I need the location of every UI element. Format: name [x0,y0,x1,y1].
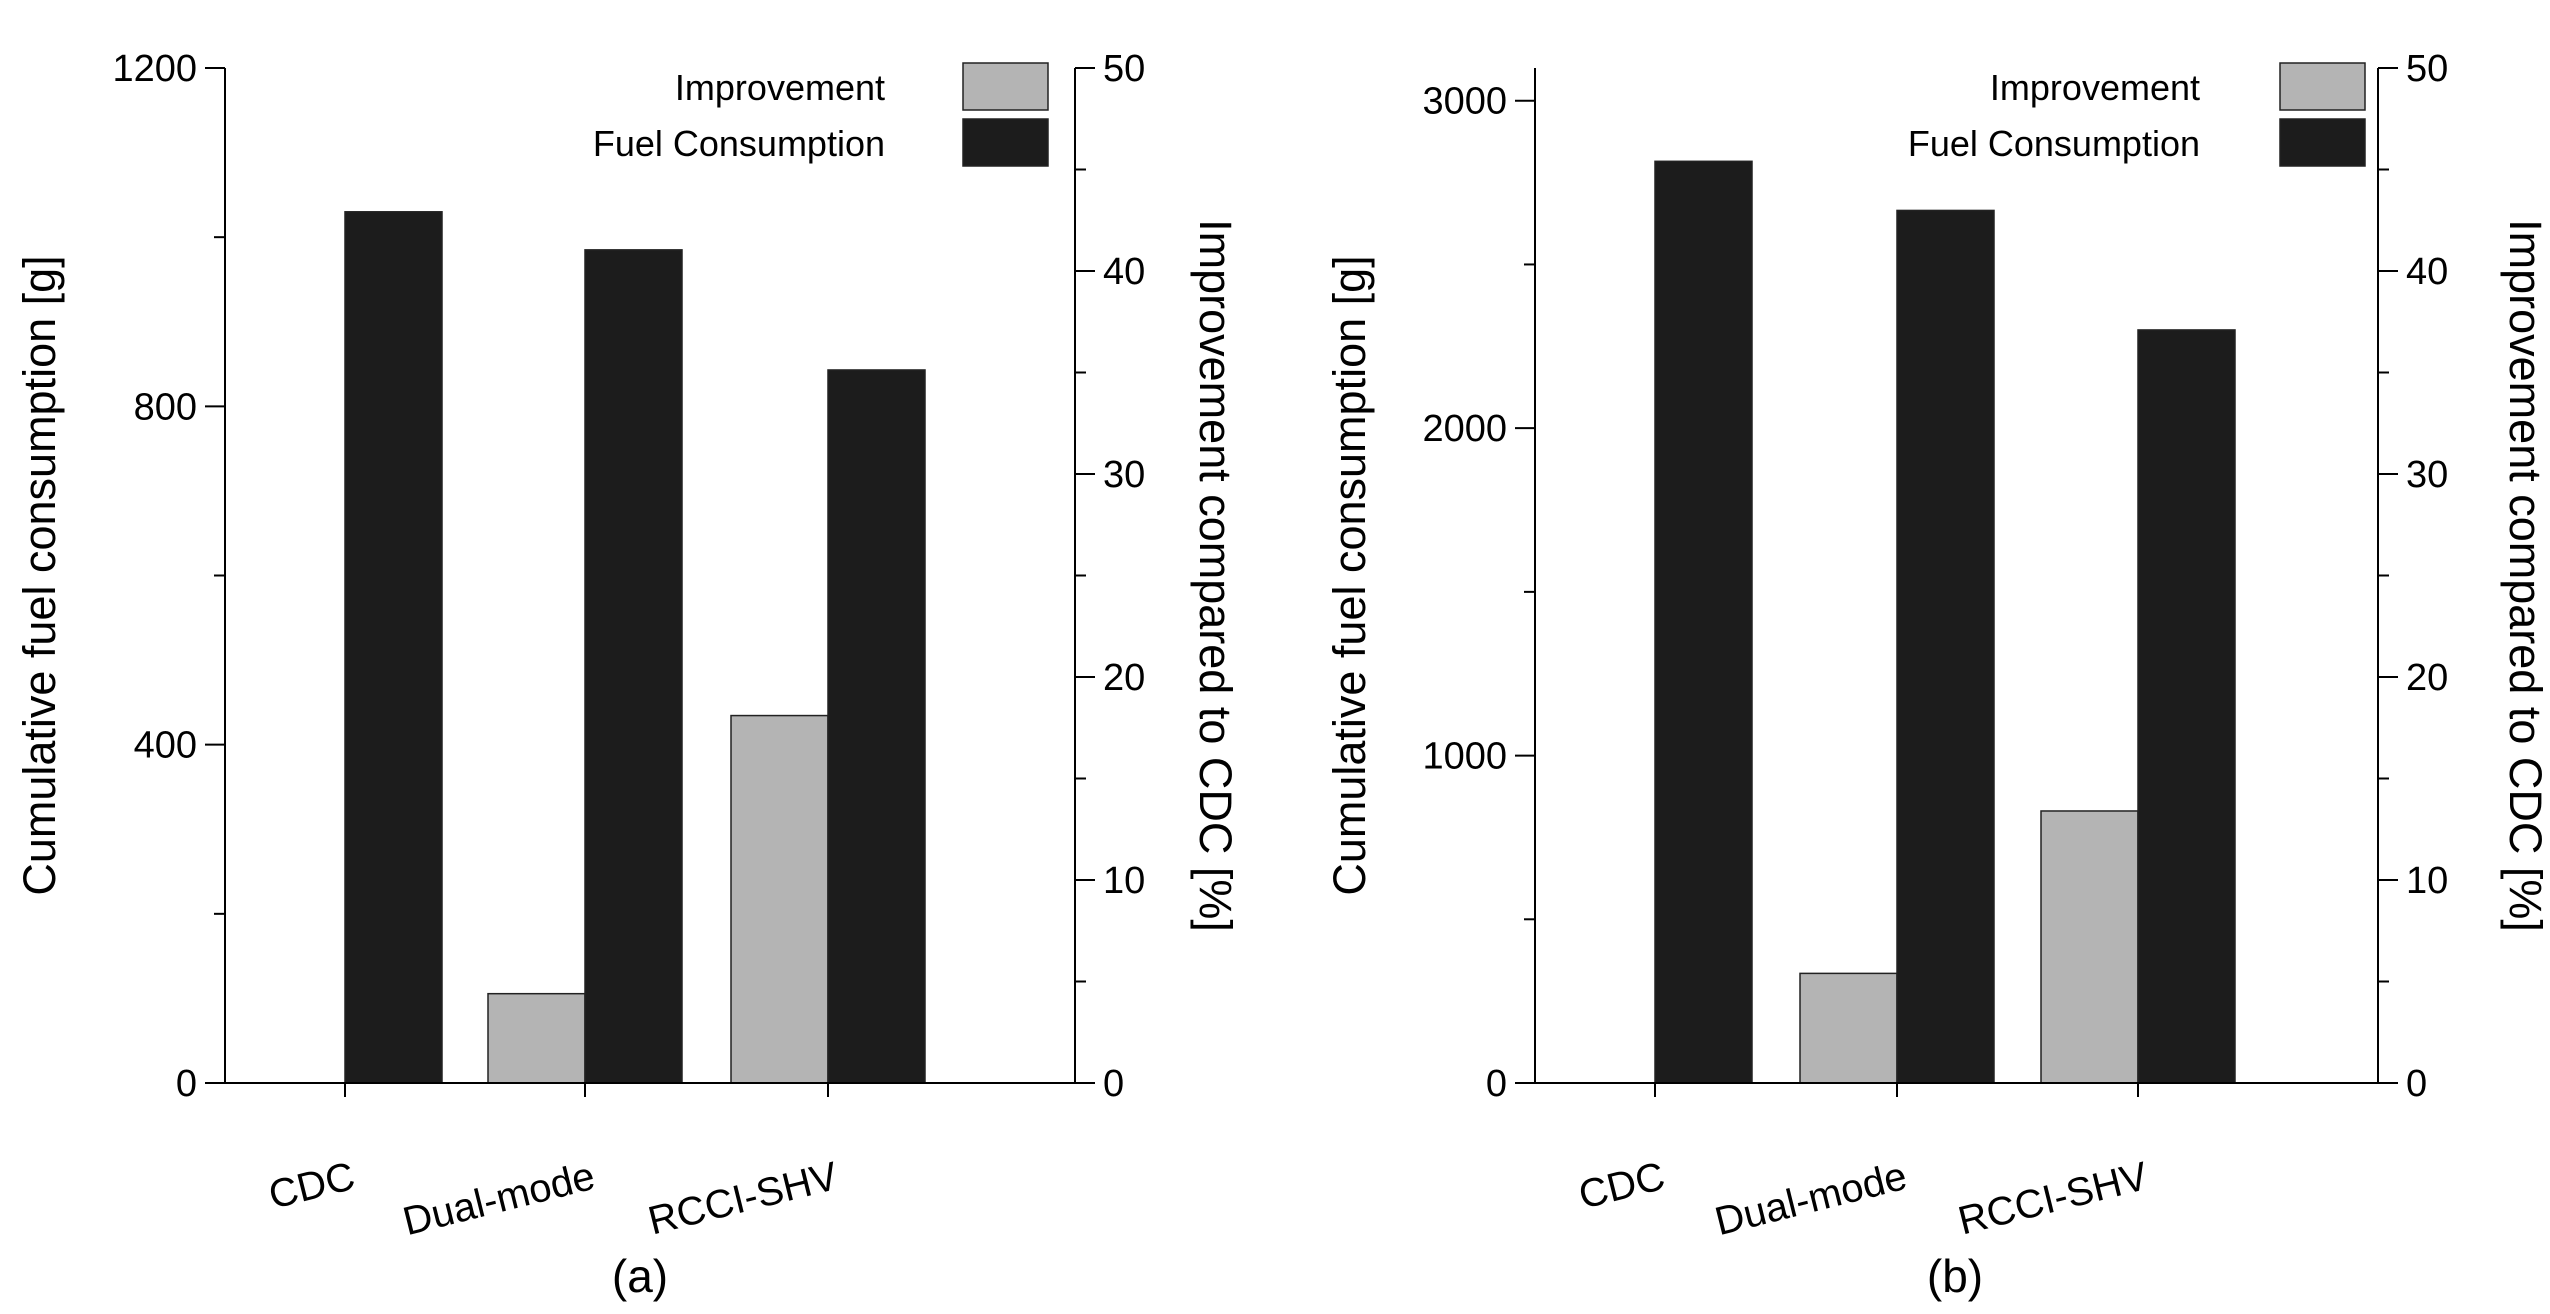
bar-dual-mode-improvement [487,992,586,1084]
legend-swatch-improvement [2279,62,2366,111]
category-label: RCCI-SHV [1954,1154,2153,1244]
right-tick-label: 20 [1103,657,1145,699]
panel-b: 0 1000 2000 3000 0 10 20 30 40 50 CDC Dual-mode RCCI… [1324,48,2550,1302]
category-label: CDC [264,1154,359,1218]
bar-cdc-fuel-consumption [344,211,443,1084]
right-tick-label: 0 [1103,1063,1124,1105]
bar-rcci-shv-fuel-consumption [2137,329,2236,1084]
bar-rcci-shv-improvement [730,714,829,1084]
left-axis-title: Cumulative fuel consumption [g] [14,255,65,895]
right-axis-title: Improvement compared to CDC [%] [2500,219,2550,932]
legend-swatch-fuel-consumption [962,118,1049,167]
bar-rcci-shv-fuel-consumption [827,369,926,1084]
bar-dual-mode-fuel-consumption [584,249,683,1084]
category-label: Dual-mode [1711,1154,1911,1244]
left-tick-label: 400 [134,725,197,767]
right-tick-label: 20 [2406,657,2448,699]
right-tick-label: 10 [1103,860,1145,902]
bar-cdc-fuel-consumption [1654,160,1753,1084]
right-tick-label: 0 [2406,1063,2427,1105]
right-tick-label: 50 [1103,48,1145,90]
right-tick-label: 40 [1103,251,1145,293]
panel-label: (a) [612,1250,668,1302]
category-label: Dual-mode [399,1154,599,1244]
left-tick-label: 0 [176,1063,197,1105]
panel-a: 0 400 800 1200 0 10 20 30 40 50 CDC Dual-mode RCCI-S… [14,48,1241,1302]
category-label: CDC [1574,1154,1669,1218]
left-axis-title: Cumulative fuel consumption [g] [1324,255,1375,895]
right-tick-label: 50 [2406,48,2448,90]
legend-swatch-improvement [962,62,1049,111]
right-tick-label: 30 [2406,454,2448,496]
legend-label: Fuel Consumption [593,123,885,164]
left-tick-label: 2000 [1422,408,1507,450]
right-axis-title: Improvement compared to CDC [%] [1190,219,1241,932]
legend-label: Improvement [675,67,885,108]
legend-swatch-fuel-consumption [2279,118,2366,167]
bar-dual-mode-fuel-consumption [1896,209,1995,1084]
left-tick-label: 800 [134,386,197,428]
panel-label: (b) [1927,1250,1983,1302]
bar-dual-mode-improvement [1799,972,1898,1084]
left-tick-label: 1200 [112,48,197,90]
right-tick-label: 30 [1103,454,1145,496]
left-tick-label: 1000 [1422,736,1507,778]
right-tick-label: 10 [2406,860,2448,902]
left-tick-label: 3000 [1422,81,1507,123]
bar-rcci-shv-improvement [2040,810,2139,1084]
legend-label: Improvement [1990,67,2200,108]
legend-label: Fuel Consumption [1908,123,2200,164]
right-tick-label: 40 [2406,251,2448,293]
left-tick-label: 0 [1486,1063,1507,1105]
category-label: RCCI-SHV [644,1154,843,1244]
